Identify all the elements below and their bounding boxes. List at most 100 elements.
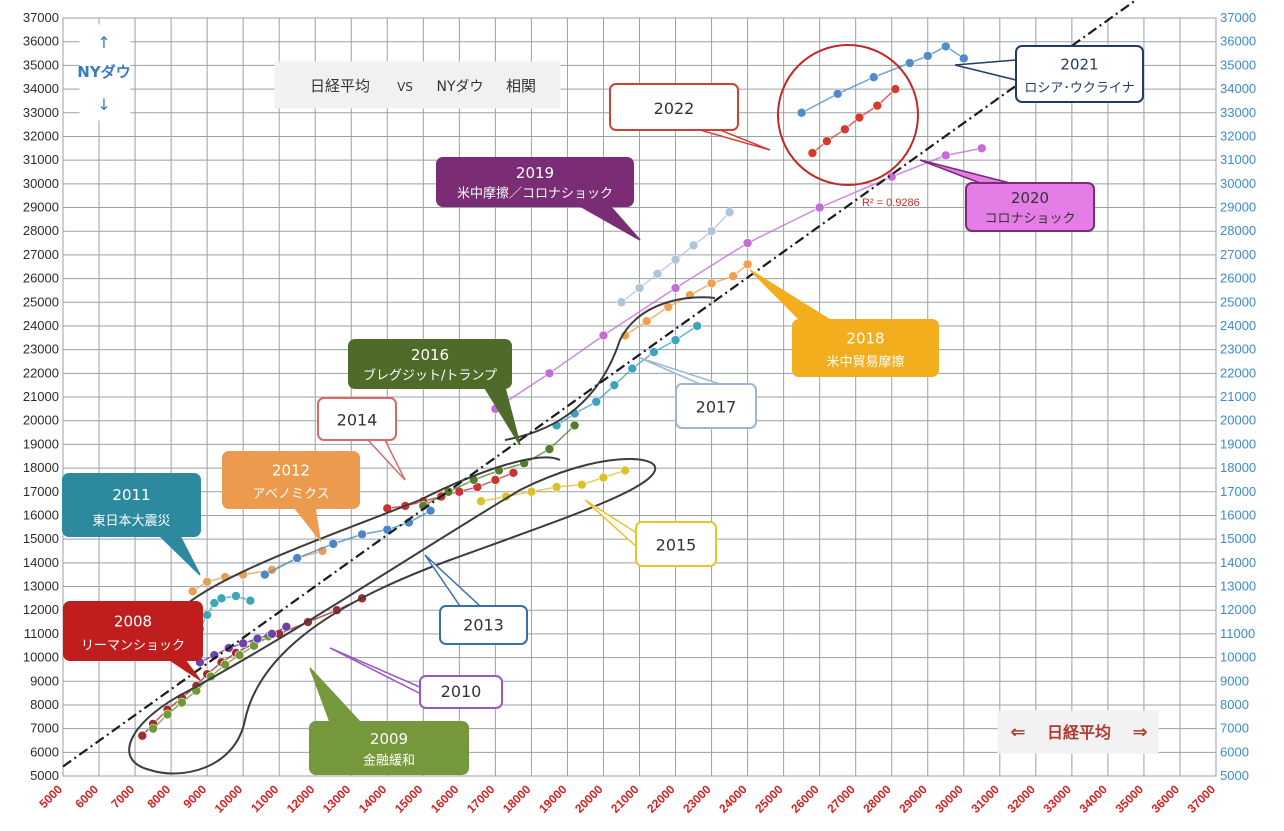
x-axis-label: 日経平均 (1047, 723, 1111, 742)
data-point-2011 (245, 595, 256, 606)
y-tick-label-right: 29000 (1220, 200, 1256, 215)
data-point-2016 (569, 420, 580, 431)
y-tick-label-left: 21000 (23, 389, 59, 404)
y-tick-label-right: 8000 (1220, 697, 1249, 712)
y-tick-label-right: 16000 (1220, 507, 1256, 522)
callout-2018: 2018 米中貿易摩擦 (749, 269, 939, 377)
data-point-2012 (202, 576, 212, 587)
x-axis-label-box: ⇐ 日経平均 ⇒ (997, 710, 1159, 754)
data-point-2019 (706, 226, 717, 236)
y-tick-label-left: 20000 (23, 413, 59, 428)
x-tick-label: 28000 (860, 782, 894, 816)
y-tick-label-right: 37000 (1220, 10, 1256, 25)
y-axis-label: NYダウ (77, 63, 130, 81)
callout-event: 米中貿易摩擦 (826, 354, 904, 370)
data-point-2012 (187, 586, 198, 597)
y-tick-label-left: 9000 (30, 673, 59, 688)
callout-box (1015, 45, 1144, 103)
x-tick-label: 7000 (108, 782, 137, 811)
data-point-2019 (688, 240, 699, 251)
right-arrow-icon: ⇒ (1132, 722, 1147, 743)
callout-box (439, 605, 528, 645)
data-point-2013 (328, 539, 339, 549)
data-point-2009 (234, 650, 245, 660)
callout-2014: 2014 (317, 397, 406, 481)
y-tick-label-right: 14000 (1220, 555, 1256, 570)
data-point-2016 (544, 444, 555, 454)
callout-box (62, 473, 201, 537)
data-point-2010 (281, 621, 292, 632)
y-tick-label-right: 5000 (1220, 768, 1249, 783)
callout-year: 2010 (441, 682, 482, 701)
y-axis-label-box: ↑ NYダウ ↓ (77, 24, 131, 121)
callout-year: 2009 (370, 730, 408, 748)
y-tick-label-left: 16000 (23, 507, 59, 522)
callout-year: 2017 (696, 398, 737, 417)
callout-event: 東日本大震災 (92, 513, 170, 529)
y-tick-label-right: 25000 (1220, 294, 1256, 309)
x-tick-label: 31000 (968, 782, 1002, 816)
y-tick-label-right: 18000 (1220, 460, 1256, 475)
y-tick-label-left: 37000 (23, 10, 59, 25)
y-tick-label-right: 24000 (1220, 318, 1256, 333)
y-tick-label-left: 18000 (23, 460, 59, 475)
y-tick-label-left: 17000 (23, 484, 59, 499)
title-part-3: 相関 (506, 77, 536, 95)
y-tick-label-right: 10000 (1220, 650, 1256, 665)
y-tick-label-right: 26000 (1220, 271, 1256, 286)
data-point-2011 (231, 591, 241, 601)
y-tick-label-right: 9000 (1220, 673, 1249, 688)
y-tick-label-right: 7000 (1220, 721, 1249, 736)
data-point-2022 (890, 84, 901, 94)
x-tick-label: 6000 (72, 782, 101, 811)
y-tick-label-right: 21000 (1220, 389, 1256, 404)
data-point-2015 (526, 486, 537, 497)
y-tick-label-left: 10000 (23, 650, 59, 665)
data-point-2021 (940, 41, 951, 52)
y-tick-label-left: 14000 (23, 555, 59, 570)
callout-year: 2015 (656, 536, 697, 555)
data-point-2021 (796, 107, 807, 118)
y-tick-label-right: 15000 (1220, 531, 1256, 546)
y-tick-label-right: 13000 (1220, 579, 1256, 594)
y-tick-label-right: 35000 (1220, 57, 1256, 72)
x-tick-label: 8000 (144, 782, 173, 811)
x-tick-label: 34000 (1077, 782, 1111, 816)
x-tick-label: 17000 (464, 782, 498, 816)
data-point-2015 (551, 482, 562, 492)
data-point-2020 (940, 150, 951, 161)
data-point-2020 (976, 143, 987, 154)
y-tick-label-right: 6000 (1220, 744, 1249, 759)
y-tick-label-right: 19000 (1220, 436, 1256, 451)
x-tick-label: 9000 (180, 782, 209, 811)
callout-2017: 2017 (639, 357, 757, 429)
down-arrow-icon: ↓ (97, 95, 110, 114)
y-tick-label-left: 35000 (23, 57, 59, 72)
callout-year: 2008 (114, 612, 152, 630)
y-tick-label-right: 27000 (1220, 247, 1256, 262)
y-tick-label-right: 12000 (1220, 602, 1256, 617)
data-point-2021 (958, 53, 969, 64)
data-point-2019 (670, 254, 681, 265)
x-tick-label: 37000 (1185, 782, 1219, 816)
x-tick-label: 14000 (356, 782, 390, 816)
data-point-2020 (886, 171, 897, 182)
y-tick-label-left: 28000 (23, 223, 59, 238)
y-tick-label-left: 8000 (30, 697, 59, 712)
callout-box (63, 601, 203, 661)
grid (62, 17, 1217, 777)
callout-2021: 2021 ロシア･ウクライナ (954, 45, 1144, 103)
y-tick-label-left: 12000 (23, 602, 59, 617)
data-point-2013 (259, 569, 270, 580)
y-tick-label-left: 15000 (23, 531, 59, 546)
x-tick-label: 25000 (752, 782, 786, 816)
data-point-2018 (728, 271, 738, 281)
callout-year: 2011 (112, 486, 150, 504)
y-tick-label-left: 25000 (23, 294, 59, 309)
y-axis-right: 5000 6000 7000 8000 9000 10000 11000 12000 13000… (1220, 10, 1256, 783)
callout-box (348, 339, 512, 389)
data-point-2017 (609, 380, 620, 390)
group-outlines (128, 44, 919, 775)
callout-2010: 2010 (329, 647, 503, 709)
data-point-2019 (616, 297, 627, 308)
